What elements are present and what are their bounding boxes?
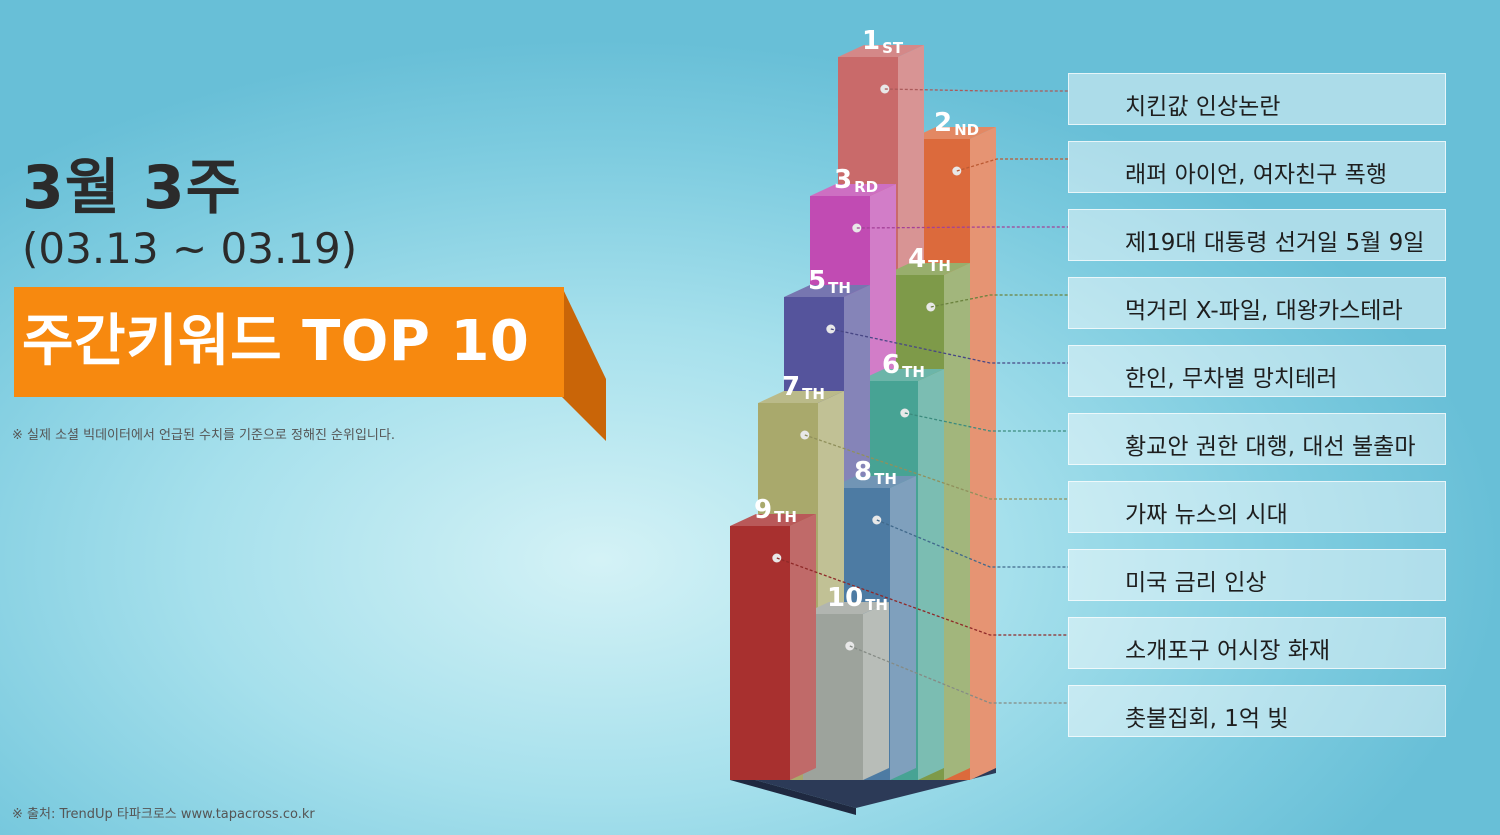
bar-front-10 <box>803 614 863 780</box>
date-range: (03.13 ~ 03.19) <box>22 224 358 273</box>
rank-label-1: 1 ST <box>862 26 904 57</box>
keyword-label: 한인, 무차별 망치테러 <box>1125 366 1338 392</box>
week-title: 3월 3주 <box>22 153 242 223</box>
bar-top-3 <box>810 184 896 196</box>
bar-rank-10: 10 TH <box>803 583 889 780</box>
keyword-row-6: 황교안 권한 대행, 대선 불출마 <box>1068 413 1446 465</box>
keyword-label: 가짜 뉴스의 시대 <box>1125 502 1288 528</box>
connector-2 <box>956 158 1068 172</box>
connector-10 <box>849 645 1068 704</box>
keyword-row-7: 가짜 뉴스의 시대 <box>1068 481 1446 533</box>
bar-side-9 <box>790 514 816 780</box>
keyword-label: 제19대 대통령 선거일 5월 9일 <box>1125 230 1425 256</box>
connector-8 <box>876 519 1068 568</box>
keyword-row-10: 촛불집회, 1억 빛 <box>1068 685 1446 737</box>
banner-title: 주간키워드 TOP 10 <box>22 309 530 374</box>
rank-label-9: 9 TH <box>754 495 797 526</box>
keyword-row-9: 소개포구 어시장 화재 <box>1068 617 1446 669</box>
bar-top-2 <box>910 127 996 139</box>
connector-4 <box>930 294 1068 308</box>
connector-3 <box>856 226 1068 229</box>
source-credit: ※ 출처: TrendUp 타파크로스 www.tapacross.co.kr <box>12 807 315 822</box>
keyword-row-5: 한인, 무차별 망치테러 <box>1068 345 1446 397</box>
bar-side-10 <box>863 602 889 780</box>
bar-rank-9: 9 TH <box>730 495 816 780</box>
connector-6 <box>904 412 1068 432</box>
bar-side-4 <box>944 263 970 780</box>
keyword-label: 황교안 권한 대행, 대선 불출마 <box>1125 434 1416 460</box>
rank-label-4: 4 TH <box>908 244 951 275</box>
keyword-label: 소개포구 어시장 화재 <box>1125 638 1331 664</box>
rank-label-5: 5 TH <box>808 266 851 297</box>
connector-5 <box>830 328 1068 364</box>
rank-label-7: 7 TH <box>782 372 825 403</box>
keyword-label: 미국 금리 인상 <box>1125 570 1267 596</box>
bar-top-1 <box>838 45 924 57</box>
bar-top-8 <box>830 476 916 488</box>
keyword-row-2: 래퍼 아이언, 여자친구 폭행 <box>1068 141 1446 193</box>
bar-top-10 <box>803 602 889 614</box>
bar-top-7 <box>758 391 844 403</box>
keyword-row-4: 먹거리 X-파일, 대왕카스테라 <box>1068 277 1446 329</box>
rank-label-3: 3 RD <box>834 165 878 196</box>
chart-base-front <box>730 773 856 815</box>
connector-1 <box>884 88 1068 92</box>
banner-ribbon <box>14 287 606 441</box>
bar-side-6 <box>918 369 944 780</box>
bar-front-9 <box>730 526 790 780</box>
rank-label-6: 6 TH <box>882 350 925 381</box>
bar-side-8 <box>890 476 916 780</box>
bar-side-2 <box>970 127 996 780</box>
rank-label-10: 10 TH <box>827 583 888 614</box>
keyword-row-1: 치킨값 인상논란 <box>1068 73 1446 125</box>
keyword-label: 먹거리 X-파일, 대왕카스테라 <box>1125 298 1403 324</box>
bar-top-5 <box>784 285 870 297</box>
bar-top-4 <box>884 263 970 275</box>
methodology-note: ※ 실제 소셜 빅데이터에서 언급된 수치를 기준으로 정해진 순위입니다. <box>12 428 395 443</box>
keyword-row-8: 미국 금리 인상 <box>1068 549 1446 601</box>
keyword-label: 래퍼 아이언, 여자친구 폭행 <box>1125 162 1388 188</box>
connector-9 <box>776 557 1068 636</box>
keyword-label: 치킨값 인상논란 <box>1125 94 1281 120</box>
keyword-label: 촛불집회, 1억 빛 <box>1125 706 1289 732</box>
bar-top-6 <box>858 369 944 381</box>
bar-top-9 <box>730 514 816 526</box>
rank-label-8: 8 TH <box>854 457 897 488</box>
rank-label-2: 2 ND <box>934 108 979 139</box>
keyword-row-3: 제19대 대통령 선거일 5월 9일 <box>1068 209 1446 261</box>
connector-7 <box>804 434 1068 500</box>
